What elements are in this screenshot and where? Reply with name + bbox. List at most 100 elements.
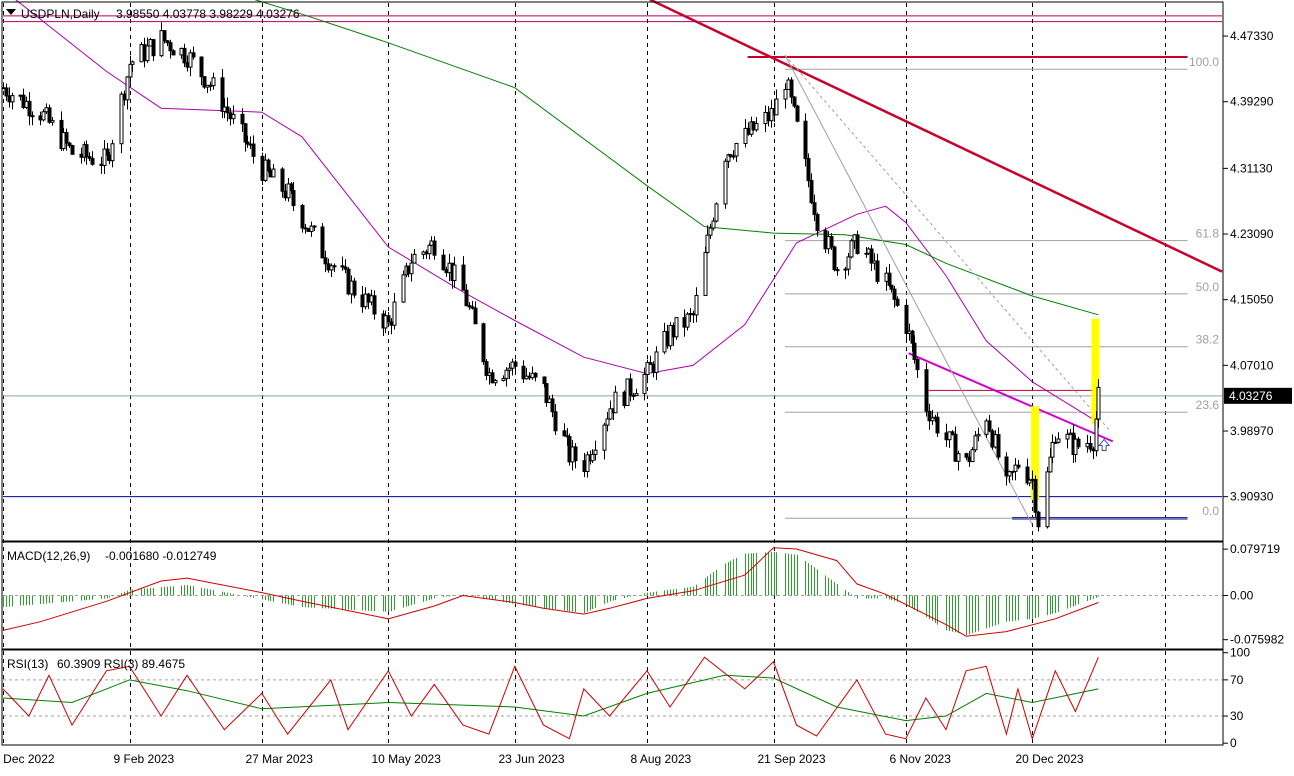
candle-body — [714, 203, 719, 222]
macd-pane-frame — [1, 541, 1224, 650]
candle-body — [171, 50, 176, 56]
candle-body — [291, 190, 296, 206]
x-tick-label: 8 Aug 2023 — [631, 752, 692, 766]
highlight-bar — [1091, 318, 1100, 425]
candle-body — [245, 141, 250, 145]
candle-body — [774, 98, 779, 116]
candle-body — [119, 93, 124, 145]
macd-tick-label: 0.079719 — [1230, 542, 1280, 556]
candle-body — [648, 362, 653, 365]
candle-body — [1076, 438, 1081, 448]
candle-body — [789, 79, 794, 98]
candle-body — [280, 168, 285, 192]
x-tick-label: 6 Nov 2023 — [890, 752, 952, 766]
candle-body — [915, 358, 920, 371]
candle-body — [220, 77, 225, 112]
y-tick-label: 4.31130 — [1230, 161, 1273, 175]
candle-body — [386, 315, 391, 323]
candle-body — [513, 361, 518, 367]
candle-body — [343, 266, 348, 270]
trend-line — [649, 0, 1223, 273]
candle-body — [708, 227, 713, 236]
candle-body — [703, 251, 708, 296]
highlight-bar — [1031, 406, 1040, 501]
candle-body — [889, 284, 894, 290]
rsi-tick-label: 70 — [1230, 673, 1244, 687]
candle-body — [645, 362, 650, 376]
candle-body — [165, 40, 170, 44]
candle-body — [947, 431, 952, 441]
y-tick-label: 4.07010 — [1230, 358, 1274, 372]
rsi-tick-label: 0 — [1230, 736, 1237, 750]
candle-body — [1007, 471, 1012, 477]
candle-body — [493, 379, 498, 384]
candle-body — [731, 155, 736, 158]
candle-body — [953, 433, 958, 462]
fib-level-label: 0.0 — [1202, 504, 1219, 518]
rsi-pane-frame — [1, 649, 1224, 746]
up-arrow-icon — [1098, 438, 1111, 451]
trend-line — [784, 54, 1111, 432]
candle-body — [266, 159, 271, 172]
candle-body — [1045, 471, 1050, 528]
moving-average-line — [254, 0, 1099, 316]
candle-body — [1056, 438, 1061, 443]
candle-body — [544, 383, 549, 403]
candle-body — [754, 123, 759, 131]
macd-title: MACD(12,26,9) — [7, 549, 90, 563]
candle-body — [332, 265, 337, 268]
candle-body — [102, 148, 107, 167]
candle-body — [1096, 386, 1101, 420]
candle-body — [887, 272, 892, 286]
candle-body — [461, 264, 466, 291]
candle-body — [1036, 511, 1041, 528]
candle-body — [590, 453, 595, 462]
candle-body — [401, 274, 406, 303]
candle-body — [783, 88, 788, 100]
macd-signal-line — [2, 547, 1099, 637]
candle-body — [151, 39, 156, 57]
y-tick-label: 3.98970 — [1230, 424, 1274, 438]
candle-body — [470, 306, 475, 309]
candle-body — [1004, 456, 1009, 477]
candle-body — [188, 52, 193, 68]
candle-body — [4, 87, 9, 97]
candle-body — [309, 225, 314, 232]
candle-body — [427, 244, 432, 255]
candle-body — [340, 265, 345, 268]
x-tick-label: 27 Dec 2022 — [0, 752, 55, 766]
candle-body — [64, 132, 69, 144]
candle-body — [728, 154, 733, 157]
candle-body — [329, 265, 334, 271]
candle-body — [10, 95, 15, 103]
candle-body — [654, 351, 659, 373]
x-tick-label: 10 May 2023 — [372, 752, 442, 766]
candle-body — [464, 289, 469, 307]
candle-body — [125, 76, 130, 101]
candle-body — [501, 378, 506, 381]
candle-body — [694, 294, 699, 316]
x-tick-label: 9 Feb 2023 — [114, 752, 175, 766]
candle-body — [812, 202, 817, 216]
symbol-label: USDPLN,Daily — [21, 7, 100, 21]
candle-body — [320, 226, 325, 259]
candle-body — [1050, 442, 1055, 458]
candle-body — [602, 424, 607, 451]
candle-body — [608, 408, 613, 420]
candle-body — [84, 144, 89, 158]
candle-body — [1094, 418, 1099, 452]
x-tick-label: 20 Dec 2023 — [1016, 752, 1084, 766]
candle-body — [950, 431, 955, 435]
rsi-line — [2, 656, 1099, 741]
candle-body — [829, 236, 834, 248]
candle-body — [964, 453, 969, 458]
candle-body — [452, 264, 457, 281]
triangle-down-icon[interactable] — [6, 9, 16, 15]
candle-body — [553, 411, 558, 432]
candle-body — [869, 248, 874, 264]
candle-body — [956, 453, 961, 462]
candle-body — [352, 280, 357, 296]
candle-body — [507, 367, 512, 371]
